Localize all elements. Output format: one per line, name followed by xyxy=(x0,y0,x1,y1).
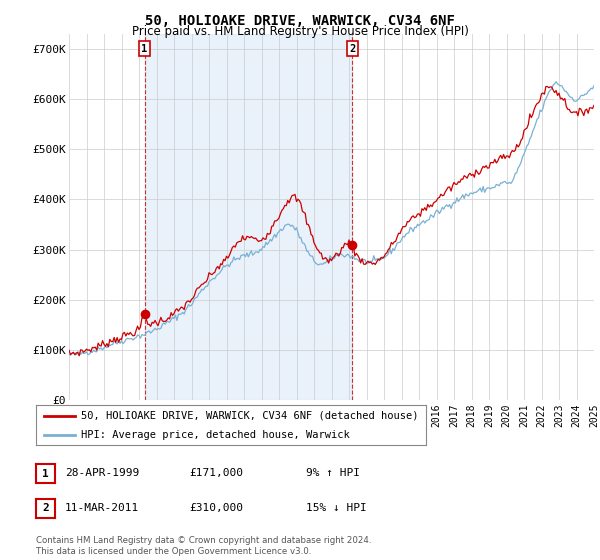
Text: £310,000: £310,000 xyxy=(189,503,243,513)
Text: 11-MAR-2011: 11-MAR-2011 xyxy=(65,503,139,513)
Text: 15% ↓ HPI: 15% ↓ HPI xyxy=(306,503,367,513)
Text: 50, HOLIOAKE DRIVE, WARWICK, CV34 6NF: 50, HOLIOAKE DRIVE, WARWICK, CV34 6NF xyxy=(145,14,455,28)
Text: 9% ↑ HPI: 9% ↑ HPI xyxy=(306,468,360,478)
Text: 2: 2 xyxy=(42,503,49,514)
Text: 2: 2 xyxy=(349,44,355,54)
Text: HPI: Average price, detached house, Warwick: HPI: Average price, detached house, Warw… xyxy=(81,430,350,440)
Text: Price paid vs. HM Land Registry's House Price Index (HPI): Price paid vs. HM Land Registry's House … xyxy=(131,25,469,38)
Text: 50, HOLIOAKE DRIVE, WARWICK, CV34 6NF (detached house): 50, HOLIOAKE DRIVE, WARWICK, CV34 6NF (d… xyxy=(81,411,418,421)
Bar xyxy=(145,34,352,400)
Text: 28-APR-1999: 28-APR-1999 xyxy=(65,468,139,478)
Text: £171,000: £171,000 xyxy=(189,468,243,478)
Text: 1: 1 xyxy=(42,469,49,479)
Text: 1: 1 xyxy=(142,44,148,54)
Text: Contains HM Land Registry data © Crown copyright and database right 2024.
This d: Contains HM Land Registry data © Crown c… xyxy=(36,536,371,556)
